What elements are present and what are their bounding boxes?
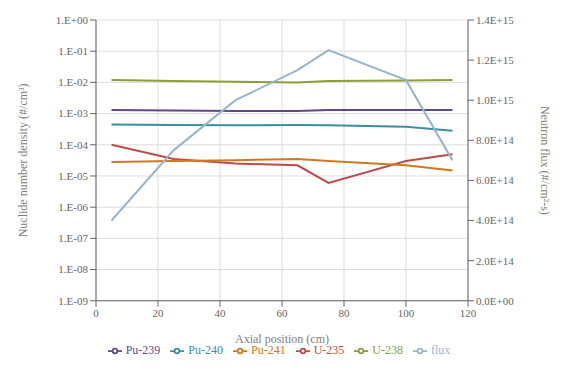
- svg-text:0.0E+00: 0.0E+00: [476, 295, 514, 307]
- svg-text:1.2E+15: 1.2E+15: [476, 54, 514, 66]
- svg-text:20: 20: [153, 307, 165, 319]
- html-text:U-238: U-238: [372, 342, 403, 357]
- html-text:flux: flux: [431, 342, 451, 357]
- html-text:Pu-239: Pu-239: [125, 342, 161, 357]
- svg-text:Nuclide number density (#/cm³): Nuclide number density (#/cm³): [16, 83, 30, 237]
- svg-text:60: 60: [277, 307, 289, 319]
- svg-text:1.E-07: 1.E-07: [58, 232, 88, 244]
- svg-text:100: 100: [398, 307, 415, 319]
- svg-text:1.E-01: 1.E-01: [58, 45, 88, 57]
- svg-text:80: 80: [339, 307, 351, 319]
- svg-text:1.E-04: 1.E-04: [58, 139, 88, 151]
- svg-text:6.0E+14: 6.0E+14: [476, 174, 514, 186]
- svg-text:1.E+00: 1.E+00: [56, 14, 89, 26]
- svg-text:0: 0: [93, 307, 99, 319]
- svg-text:1.E-05: 1.E-05: [58, 170, 88, 182]
- svg-text:4.0E+14: 4.0E+14: [476, 214, 514, 226]
- svg-text:1.E-08: 1.E-08: [58, 263, 88, 275]
- html-text:U-235: U-235: [313, 342, 345, 357]
- svg-text:120: 120: [460, 307, 477, 319]
- svg-text:2.0E+14: 2.0E+14: [476, 255, 514, 267]
- svg-text:Neutron flux (#/cm²-s): Neutron flux (#/cm²-s): [538, 106, 552, 215]
- svg-text:1.E-03: 1.E-03: [58, 107, 88, 119]
- svg-text:40: 40: [215, 307, 227, 319]
- svg-text:1.E-06: 1.E-06: [58, 201, 88, 213]
- svg-text:1.E-02: 1.E-02: [58, 76, 88, 88]
- svg-text:Axial position (cm): Axial position (cm): [235, 332, 329, 346]
- svg-text:1.4E+15: 1.4E+15: [476, 14, 514, 26]
- html-text:Pu-240: Pu-240: [188, 342, 223, 357]
- svg-text:1.E-09: 1.E-09: [58, 295, 88, 307]
- html-text:Pu-241: Pu-241: [251, 342, 286, 357]
- svg-text:8.0E+14: 8.0E+14: [476, 134, 514, 146]
- svg-text:1.0E+15: 1.0E+15: [476, 94, 514, 106]
